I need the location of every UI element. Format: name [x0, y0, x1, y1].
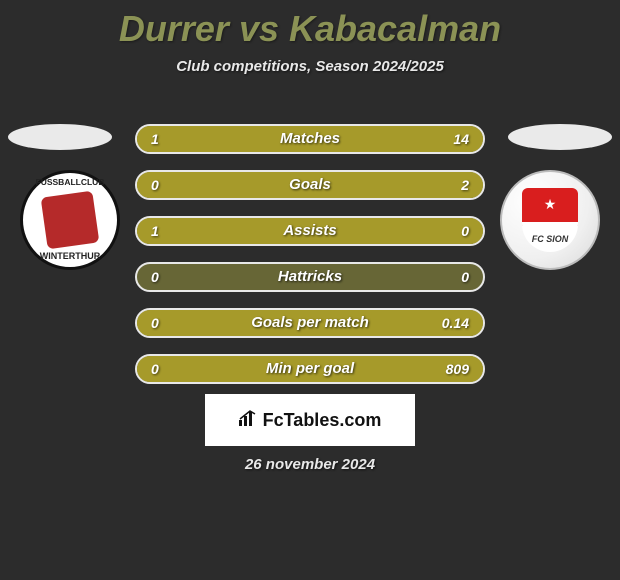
badge-right-shield-icon: ★ FC SION	[522, 188, 578, 252]
brand-box: FcTables.com	[205, 394, 415, 446]
chart-icon	[239, 410, 259, 431]
badge-right-text: FC SION	[522, 234, 578, 244]
stat-row: 02Goals	[135, 170, 485, 200]
date-text: 26 november 2024	[0, 456, 620, 473]
flag-right	[508, 124, 612, 150]
stat-row: 00.14Goals per match	[135, 308, 485, 338]
club-badge-right: ★ FC SION	[500, 170, 600, 270]
star-icon: ★	[544, 196, 557, 213]
stat-label: Hattricks	[137, 264, 483, 290]
stat-row: 114Matches	[135, 124, 485, 154]
club-badge-left: FUSSBALLCLUB WINTERTHUR	[20, 170, 120, 270]
badge-left-top-text: FUSSBALLCLUB	[27, 177, 113, 187]
brand-text: FcTables.com	[263, 410, 382, 431]
page-subtitle: Club competitions, Season 2024/2025	[0, 58, 620, 75]
stat-label: Assists	[137, 218, 483, 244]
stat-label: Goals	[137, 172, 483, 198]
stat-label: Min per goal	[137, 356, 483, 382]
stat-bars: 114Matches 02Goals 10Assists 00Hattricks 00.…	[135, 124, 485, 400]
stat-row: 00Hattricks	[135, 262, 485, 292]
flag-left	[8, 124, 112, 150]
stat-label: Goals per match	[137, 310, 483, 336]
stat-row: 10Assists	[135, 216, 485, 246]
badge-left-crest-icon	[41, 191, 100, 250]
page-title: Durrer vs Kabacalman	[0, 0, 620, 50]
stat-label: Matches	[137, 126, 483, 152]
stat-row: 0809Min per goal	[135, 354, 485, 384]
badge-left-bottom-text: WINTERTHUR	[28, 251, 113, 261]
